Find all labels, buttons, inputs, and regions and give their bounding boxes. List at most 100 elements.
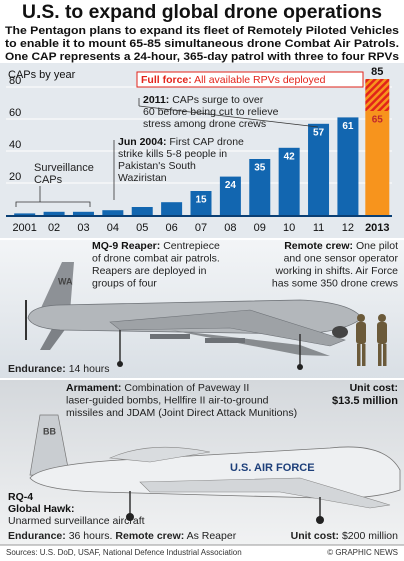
description: groups of four: [92, 277, 157, 289]
description: Unarmed surveillance aircraft: [8, 515, 145, 527]
description: of drone combat air patrols.: [92, 252, 220, 264]
full-force-bar: [365, 79, 390, 111]
value-label: 42: [284, 151, 296, 162]
aircraft-name: RQ-4: [8, 491, 33, 503]
label-text: Unit cost: $200 million: [291, 530, 399, 542]
cost-value: $13.5 million: [332, 395, 398, 407]
description: missiles and JDAM (Joint Direct Attack M…: [66, 407, 297, 419]
x-tick-label: 2001: [12, 222, 36, 234]
description: working in shifts. Air Force: [274, 265, 398, 277]
text-part: Pakistan's South: [118, 160, 196, 172]
bar: [219, 176, 241, 215]
text-part: missiles and JDAM (Joint Direct Attack M…: [66, 407, 297, 419]
x-tick-label: 09: [254, 222, 266, 234]
leader: [138, 105, 319, 128]
text-part: Centrepiece: [163, 240, 220, 252]
hawk-drone: [29, 414, 401, 524]
annotation: 2011: CAPs surge to over: [143, 94, 264, 106]
aircraft-marking: WA: [58, 276, 73, 286]
description: Reapers are deployed in: [92, 265, 207, 277]
bar: [43, 211, 65, 215]
text-part: working in shifts. Air Force: [274, 265, 398, 277]
text-part: Combination of Paveway II: [124, 382, 249, 394]
annotation: Full force: All available RPVs deployed: [141, 74, 326, 86]
text-part: First CAP drone: [169, 136, 244, 148]
x-tick-label: 2013: [365, 222, 389, 234]
y-tick-label: 20: [9, 171, 21, 183]
bar: [72, 211, 94, 215]
x-tick-label: 08: [224, 222, 236, 234]
subtitle: The Pentagon plans to expand its fleet o…: [5, 25, 399, 37]
annotation-box: [136, 71, 364, 88]
text-part: 14 hours: [69, 363, 110, 375]
x-tick-label: 07: [195, 222, 207, 234]
text-part: Reapers are deployed in: [92, 265, 207, 277]
x-tick-label: 12: [342, 222, 354, 234]
text-part: One pilot: [356, 240, 398, 252]
y-tick-label: 80: [9, 75, 21, 87]
chart-title: CAPs by year: [8, 69, 76, 81]
text-part: and one sensor operator: [284, 252, 399, 264]
value-label: 65: [372, 115, 384, 126]
text-part: Endurance:: [8, 530, 66, 542]
text-part: Unit cost:: [291, 530, 339, 542]
x-tick-label: 02: [48, 222, 60, 234]
title: U.S. to expand global drone operations: [22, 2, 382, 23]
text-part: All available RPVs deployed: [194, 74, 325, 86]
value-label: 85: [371, 66, 383, 78]
cost-label: Unit cost:: [350, 382, 398, 394]
bar: [14, 213, 36, 215]
x-tick-label: 10: [283, 222, 295, 234]
text-part: Armament:: [66, 382, 121, 394]
text-part: groups of four: [92, 277, 157, 289]
x-tick-label: 05: [136, 222, 148, 234]
aircraft-name: Global Hawk:: [8, 503, 75, 515]
x-tick-label: 11: [313, 222, 324, 234]
text-part: has some 350 drone crews: [272, 277, 398, 289]
text-part: of drone combat air patrols.: [92, 252, 220, 264]
annotation: strike kills 5-8 people in: [118, 148, 227, 160]
bar: [365, 111, 390, 215]
bar: [161, 202, 183, 215]
text-part: CAPs surge to over: [172, 94, 264, 106]
text-part: Jun 2004:: [118, 136, 166, 148]
description: laser-guided bombs, Hellfire II air-to-g…: [66, 394, 269, 406]
bar: [190, 191, 212, 215]
reaper-drone: [25, 262, 387, 370]
text-part: 2011:: [143, 94, 169, 106]
annotation: Waziristan: [118, 172, 167, 184]
x-tick-label: 06: [165, 222, 177, 234]
credit: © GRAPHIC NEWS: [327, 548, 398, 557]
x-tick-label: 03: [77, 222, 89, 234]
subtitle: One CAP represents a 24-hour, 365-day pa…: [5, 51, 399, 63]
text-part: strike kills 5-8 people in: [118, 148, 227, 160]
x-tick-label: 04: [107, 222, 119, 234]
value-label: 61: [342, 121, 354, 132]
text-part: 60 before being cut to relieve: [143, 106, 279, 118]
bar: [102, 210, 124, 215]
sources: Sources: U.S. DoD, USAF, National Defenc…: [6, 548, 242, 557]
description: has some 350 drone crews: [272, 277, 398, 289]
text-part: Waziristan: [118, 172, 167, 184]
label-text: Endurance: 36 hours. Remote crew: As Rea…: [8, 530, 237, 542]
label-text: Endurance: 14 hours: [8, 363, 110, 375]
aircraft-marking: U.S. AIR FORCE: [230, 462, 315, 474]
text-part: stress among drone crews: [143, 118, 266, 130]
bar: [278, 147, 300, 215]
annotation: Surveillance: [34, 162, 94, 174]
annotation: stress among drone crews: [143, 118, 266, 130]
annotation: 60 before being cut to relieve: [143, 106, 279, 118]
text-part: Remote crew:: [115, 530, 184, 542]
bar: [131, 207, 153, 215]
text-part: Full force:: [141, 74, 192, 86]
bar: [337, 117, 359, 215]
aircraft-marking: BB: [43, 426, 56, 436]
subtitle: to enable it to mount 65-85 simultaneous…: [5, 38, 399, 50]
description: Remote crew: One pilot: [284, 240, 398, 252]
annotation: CAPs: [34, 174, 63, 186]
description: and one sensor operator: [284, 252, 399, 264]
y-tick-label: 40: [9, 139, 21, 151]
value-label: 35: [254, 163, 266, 174]
